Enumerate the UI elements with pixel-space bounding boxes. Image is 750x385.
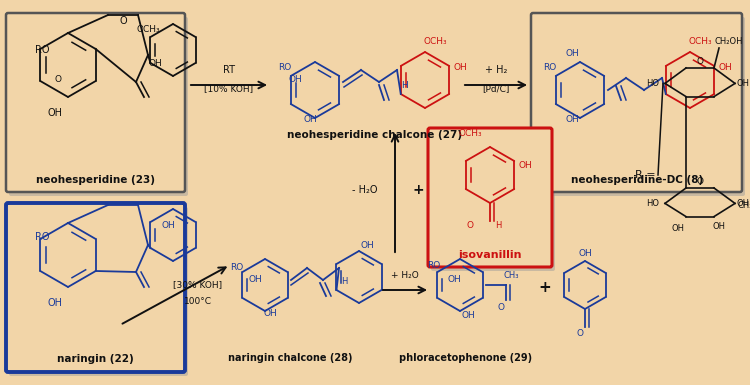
Text: HO: HO: [646, 79, 659, 88]
Text: CH₂OH: CH₂OH: [715, 37, 743, 47]
Text: OH: OH: [566, 50, 579, 59]
FancyBboxPatch shape: [9, 207, 188, 376]
FancyBboxPatch shape: [9, 17, 188, 196]
Text: OH: OH: [718, 64, 732, 72]
Text: + H₂O: + H₂O: [392, 271, 418, 280]
Text: OH: OH: [360, 241, 374, 249]
Text: CH₃: CH₃: [737, 201, 750, 209]
Text: [30% KOH]: [30% KOH]: [173, 281, 223, 290]
Text: [Pd/C]: [Pd/C]: [482, 84, 510, 94]
Text: OCH₃: OCH₃: [423, 37, 447, 47]
Text: H: H: [495, 221, 501, 229]
Text: OCH₃: OCH₃: [458, 129, 482, 137]
Text: OH: OH: [47, 108, 62, 118]
Text: - H₂O: - H₂O: [352, 185, 378, 195]
Text: OH: OH: [671, 224, 685, 233]
Text: +: +: [538, 281, 551, 296]
Text: OH: OH: [736, 79, 749, 88]
Text: 100°C: 100°C: [184, 296, 212, 306]
Text: RO: RO: [35, 45, 50, 55]
Text: neohesperidine chalcone (27): neohesperidine chalcone (27): [287, 130, 463, 140]
Text: RT: RT: [223, 65, 235, 75]
Text: OH: OH: [148, 59, 162, 67]
Text: +: +: [413, 183, 424, 197]
Text: + H₂: + H₂: [484, 65, 507, 75]
Text: O: O: [697, 57, 703, 67]
FancyBboxPatch shape: [431, 132, 555, 271]
Text: OH: OH: [161, 221, 175, 229]
FancyBboxPatch shape: [531, 13, 742, 192]
Text: OH: OH: [518, 161, 532, 169]
Text: RO: RO: [230, 263, 244, 271]
Text: OH: OH: [288, 75, 302, 84]
Text: R =: R =: [634, 170, 656, 180]
FancyBboxPatch shape: [534, 17, 745, 196]
Text: HO: HO: [646, 199, 659, 208]
Text: RO: RO: [278, 64, 292, 72]
Text: neohesperidine (23): neohesperidine (23): [35, 175, 154, 185]
Text: isovanillin: isovanillin: [458, 250, 522, 260]
Text: CH₃: CH₃: [503, 271, 519, 280]
Text: naringin (22): naringin (22): [57, 354, 134, 364]
Text: OH: OH: [447, 275, 460, 283]
FancyBboxPatch shape: [428, 128, 552, 267]
Text: OH: OH: [461, 310, 475, 320]
FancyBboxPatch shape: [6, 13, 185, 192]
FancyBboxPatch shape: [6, 203, 185, 372]
Text: OH: OH: [303, 116, 316, 124]
Text: phloracetophenone (29): phloracetophenone (29): [400, 353, 532, 363]
Text: O: O: [697, 177, 703, 186]
Text: O: O: [55, 75, 62, 84]
Text: RO: RO: [427, 261, 441, 270]
Text: H: H: [340, 278, 347, 286]
Text: O: O: [577, 330, 584, 338]
Text: OH: OH: [453, 64, 466, 72]
Text: OH: OH: [712, 222, 725, 231]
Text: O: O: [119, 16, 127, 26]
Text: neohesperidine-DC (8): neohesperidine-DC (8): [571, 175, 704, 185]
Text: OH: OH: [578, 248, 592, 258]
Text: naringin chalcone (28): naringin chalcone (28): [228, 353, 352, 363]
Text: RO: RO: [35, 232, 50, 242]
Text: OH: OH: [248, 276, 262, 285]
Text: [10% KOH]: [10% KOH]: [205, 84, 254, 94]
Text: OH: OH: [263, 308, 277, 318]
Text: O: O: [497, 303, 505, 311]
Text: OH: OH: [566, 116, 579, 124]
Text: OH: OH: [47, 298, 62, 308]
Text: OCH₃: OCH₃: [136, 25, 160, 35]
Text: OH: OH: [736, 199, 749, 208]
Text: H: H: [402, 80, 408, 89]
Text: O: O: [466, 221, 473, 229]
Text: OCH₃: OCH₃: [688, 37, 712, 47]
Text: RO: RO: [543, 64, 556, 72]
